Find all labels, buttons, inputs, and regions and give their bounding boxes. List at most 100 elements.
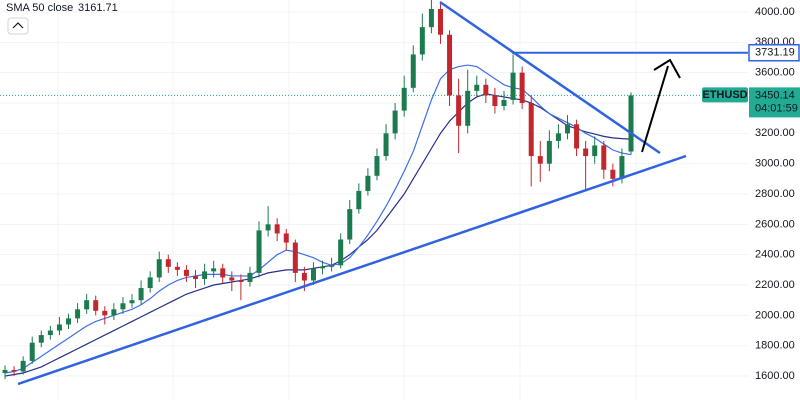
- candle-body: [447, 34, 453, 96]
- candle-body: [138, 288, 144, 301]
- candle-body: [29, 342, 35, 361]
- legend-name: SMA 50 close: [6, 2, 73, 14]
- candle-body: [274, 224, 280, 234]
- candle-body: [583, 148, 589, 157]
- candle-body: [356, 190, 362, 210]
- candle-body: [383, 133, 389, 157]
- candle-body: [401, 87, 407, 111]
- candle-body: [519, 72, 525, 103]
- candle-body: [537, 156, 543, 164]
- candle-body: [38, 335, 44, 343]
- y-tick-label: 4000.00: [755, 6, 795, 18]
- candle-body: [365, 175, 371, 191]
- symbol-label-box: [702, 87, 748, 103]
- y-tick-label: 3200.00: [755, 127, 795, 139]
- candle-body: [574, 124, 580, 149]
- y-tick-label: 2400.00: [755, 249, 795, 261]
- candle-body: [256, 230, 262, 273]
- candle-body: [501, 99, 507, 107]
- candle-body: [156, 259, 162, 278]
- candle-body: [483, 84, 489, 96]
- candle-body: [428, 8, 434, 28]
- symbol-label: ETHUSD: [702, 89, 747, 101]
- candle-body: [465, 90, 471, 126]
- candle-body: [492, 95, 498, 107]
- candle-body: [20, 360, 26, 372]
- candle-body: [211, 268, 217, 272]
- candle-body: [292, 242, 298, 273]
- support-trendline: [17, 154, 687, 386]
- candle-body: [410, 54, 416, 88]
- candle-body: [546, 140, 552, 164]
- candle-body: [183, 269, 189, 276]
- candle-body: [120, 303, 126, 310]
- candle-body: [56, 324, 62, 331]
- candle-body: [47, 330, 53, 336]
- candle-body: [165, 259, 171, 267]
- arrow-head: [653, 58, 681, 79]
- candle-body: [84, 300, 90, 310]
- candle-body: [619, 156, 625, 179]
- candle-body: [392, 110, 398, 134]
- candle-body: [338, 239, 344, 266]
- candle-body: [610, 169, 616, 179]
- candle-body: [11, 369, 17, 372]
- candle-body: [301, 272, 307, 281]
- candle-body: [111, 309, 117, 316]
- candle-body: [628, 95, 634, 152]
- y-tick-label: 1600.00: [755, 370, 795, 382]
- candle-body: [193, 275, 199, 279]
- candle-body: [329, 265, 335, 267]
- candle-body: [437, 8, 443, 35]
- level-label-box: [748, 44, 800, 62]
- y-tick-label: 2600.00: [755, 218, 795, 230]
- candle-body: [564, 124, 570, 134]
- collapse-button[interactable]: [7, 17, 29, 35]
- candle-body: [2, 369, 8, 373]
- candle-body: [320, 266, 326, 269]
- y-tick-label: 1800.00: [755, 340, 795, 352]
- candle-body: [374, 156, 380, 176]
- y-tick-label: 3000.00: [755, 158, 795, 170]
- price-axis: [748, 0, 800, 400]
- candle-body: [93, 300, 99, 311]
- y-tick-label: 2800.00: [755, 188, 795, 200]
- candle-body: [555, 133, 561, 141]
- candle-body: [528, 102, 534, 157]
- candle-body: [283, 233, 289, 243]
- candle-body: [419, 27, 425, 55]
- candle-body: [456, 95, 462, 126]
- candle-body: [510, 72, 516, 100]
- resistance-trendline: [439, 0, 661, 155]
- candle-body: [102, 310, 108, 316]
- candle-body: [174, 266, 180, 270]
- candle-body: [66, 318, 72, 325]
- candle-body: [238, 280, 244, 282]
- candle-body: [601, 145, 607, 170]
- candle-body: [310, 268, 316, 281]
- y-tick-label: 2200.00: [755, 279, 795, 291]
- candle-body: [220, 268, 226, 278]
- countdown-label: 04:01:59: [755, 102, 798, 114]
- candle-body: [229, 277, 235, 281]
- projection-arrow: [641, 65, 669, 153]
- candle-body: [247, 272, 253, 282]
- candle-body: [347, 209, 353, 240]
- last-price-box: [749, 87, 800, 118]
- candle-body: [147, 277, 153, 289]
- collapse-icon: [12, 22, 24, 29]
- sma-line: [4, 93, 632, 377]
- y-tick-label: 3600.00: [755, 67, 795, 79]
- sma-line: [4, 64, 632, 374]
- candle-body: [202, 271, 208, 279]
- vertical-grid: [57, 0, 637, 400]
- candle-body: [265, 224, 271, 231]
- level-label: 3731.19: [755, 47, 795, 59]
- legend-value: 3161.71: [78, 2, 118, 14]
- candle-body: [592, 145, 598, 157]
- candle-body: [75, 309, 81, 319]
- y-tick-label: 2000.00: [755, 309, 795, 321]
- candle-body: [129, 300, 135, 304]
- candle-body: [474, 84, 480, 91]
